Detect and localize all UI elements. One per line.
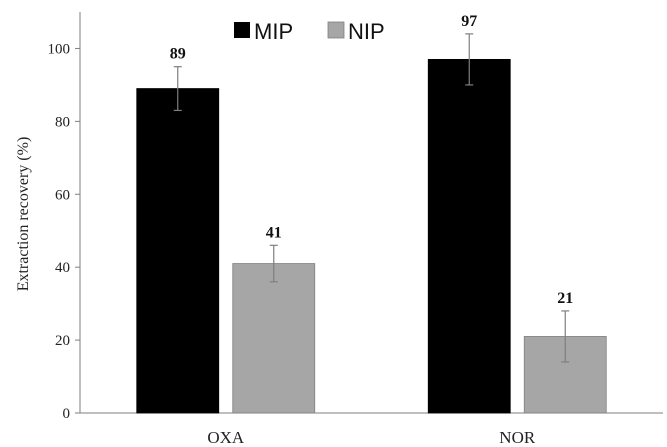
legend: MIP NIP [234, 19, 385, 44]
data-label-mip-oxa: 89 [170, 46, 186, 63]
y-axis-ticks: 0 20 40 60 80 100 [48, 41, 80, 422]
x-axis-categories: OXA NOR [207, 428, 536, 447]
y-tick-label: 20 [55, 333, 70, 349]
data-label-nip-oxa: 41 [266, 224, 282, 241]
y-tick-label: 40 [55, 260, 70, 276]
legend-label-nip: NIP [348, 19, 385, 44]
y-tick-label: 80 [55, 114, 70, 130]
bar-nip-oxa [232, 263, 316, 414]
data-label-nip-nor: 21 [557, 290, 573, 307]
x-category-label: OXA [207, 428, 245, 447]
y-tick-label: 60 [55, 187, 70, 203]
legend-swatch-mip [234, 22, 250, 38]
bar-mip-nor [427, 58, 511, 414]
bar-mip-oxa [136, 88, 220, 414]
bars-group: 89 41 97 21 [136, 13, 607, 414]
x-category-label: NOR [499, 428, 536, 447]
legend-label-mip: MIP [254, 19, 293, 44]
y-tick-label: 0 [63, 406, 71, 422]
y-axis-label: Extraction recovery (%) [15, 137, 32, 292]
data-label-mip-nor: 97 [461, 13, 477, 30]
y-tick-label: 100 [48, 41, 71, 57]
legend-swatch-nip [327, 21, 345, 39]
